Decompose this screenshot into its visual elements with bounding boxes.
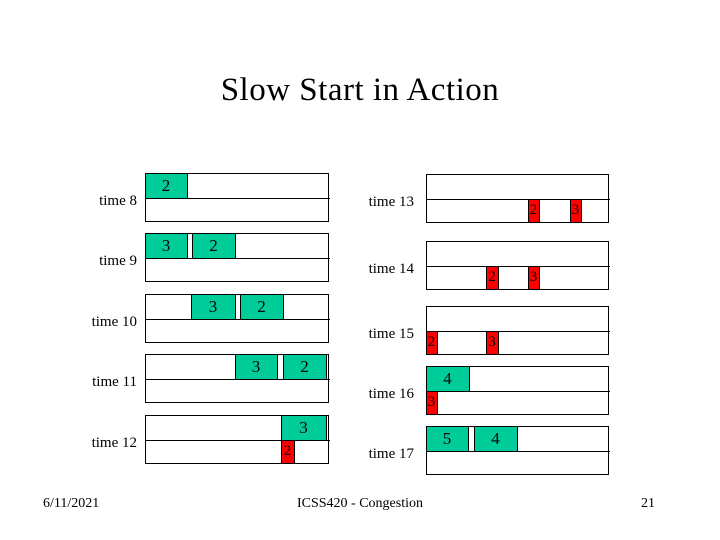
packet-segment: 3 (144, 232, 188, 259)
bar-midline (425, 390, 610, 392)
bar-midline (425, 450, 610, 452)
bar-midline (144, 197, 330, 199)
packet-segment: 3 (280, 414, 327, 441)
bar-midline (144, 257, 330, 259)
packet-segment: 2 (239, 293, 284, 320)
retransmit-segment: 3 (425, 390, 438, 415)
time-label: time 10 (91, 314, 137, 330)
time-label: time 9 (99, 253, 137, 269)
timeline-bar: 2 (144, 172, 330, 222)
bar-midline (425, 330, 610, 332)
time-label: time 16 (368, 386, 414, 402)
retransmit-segment: 3 (485, 330, 499, 355)
time-label: time 12 (91, 435, 137, 451)
packet-segment: 2 (144, 172, 188, 199)
bar-midline (425, 265, 610, 267)
packet-segment: 5 (425, 425, 469, 452)
bar-midline (144, 439, 330, 441)
packet-segment: 4 (425, 365, 470, 392)
time-label: time 13 (368, 194, 414, 210)
retransmit-segment: 2 (425, 330, 438, 355)
time-label: time 11 (92, 374, 137, 390)
time-label: time 17 (368, 446, 414, 462)
retransmit-segment: 2 (280, 439, 295, 464)
packet-segment: 2 (282, 353, 327, 380)
time-label: time 15 (368, 326, 414, 342)
retransmit-segment: 2 (485, 265, 499, 290)
retransmit-segment: 3 (569, 198, 582, 223)
time-label: time 8 (99, 193, 137, 209)
bar-midline (425, 198, 610, 200)
bar-midline (144, 318, 330, 320)
slide-title: Slow Start in Action (220, 72, 500, 108)
packet-segment: 2 (191, 232, 236, 259)
footer-course: ICSS420 - Congestion (296, 496, 423, 511)
footer-date: 6/11/2021 (43, 496, 100, 511)
footer-page-number: 21 (641, 496, 655, 511)
packet-segment: 3 (190, 293, 236, 320)
packet-segment: 4 (473, 425, 518, 452)
retransmit-segment: 2 (527, 198, 540, 223)
packet-segment: 3 (234, 353, 278, 380)
time-label: time 14 (368, 261, 414, 277)
retransmit-segment: 3 (527, 265, 540, 290)
